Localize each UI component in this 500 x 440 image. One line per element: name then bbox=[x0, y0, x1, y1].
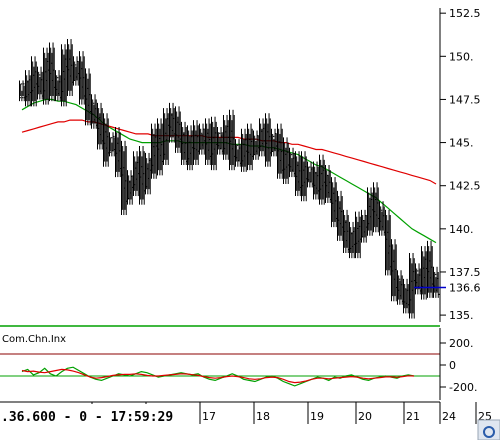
price-bar bbox=[380, 206, 383, 231]
price-bars bbox=[19, 39, 440, 319]
price-tick-label: 137.5 bbox=[449, 266, 481, 279]
x-tick-label: 17 bbox=[202, 410, 216, 423]
price-bar bbox=[274, 128, 277, 152]
price-bar bbox=[200, 128, 203, 150]
price-bar bbox=[290, 152, 293, 172]
x-tick-label: 21 bbox=[406, 410, 420, 423]
price-tick-label: 147.5 bbox=[449, 93, 481, 106]
indicator-panel: Com.Chn.Inx 200. 0 -200. bbox=[0, 328, 477, 400]
price-bar bbox=[272, 133, 275, 152]
indicator-tick-label: -200. bbox=[449, 381, 477, 394]
corner-button-icon[interactable] bbox=[477, 419, 500, 440]
status-readout-bg bbox=[0, 404, 198, 426]
price-panel: 135. 137.5 140. 142.5 145. 147.5 150. 152.5 136… bbox=[19, 7, 481, 322]
status-readout: .36.600 - 0 - 17:59:29 bbox=[1, 410, 173, 425]
price-tick-label: 152.5 bbox=[449, 7, 481, 20]
indicator-tick-label: 0 bbox=[449, 359, 456, 372]
last-value-label: 136.6 bbox=[449, 281, 481, 294]
indicator-y-ticks: 200. 0 -200. bbox=[440, 337, 477, 394]
price-bar bbox=[434, 271, 437, 293]
price-bar bbox=[218, 132, 221, 150]
price-bar bbox=[56, 75, 59, 96]
price-bar bbox=[112, 132, 115, 152]
price-tick-label: 140. bbox=[449, 223, 474, 236]
x-tick-label: 20 bbox=[358, 410, 372, 423]
price-bar bbox=[20, 83, 23, 96]
price-bar bbox=[254, 135, 257, 155]
price-bar bbox=[92, 99, 95, 124]
price-tick-label: 145. bbox=[449, 137, 474, 150]
indicator-line-2 bbox=[21, 368, 415, 384]
price-bar bbox=[110, 137, 113, 152]
indicator-lines bbox=[21, 366, 415, 387]
price-bar bbox=[109, 132, 112, 157]
price-bar bbox=[38, 71, 41, 95]
indicator-title: Com.Chn.Inx bbox=[2, 334, 66, 345]
price-bar bbox=[416, 268, 419, 290]
price-tick-label: 150. bbox=[449, 50, 474, 63]
x-tick-label: 24 bbox=[442, 410, 456, 423]
price-bar bbox=[398, 275, 401, 300]
price-bar bbox=[22, 80, 25, 96]
x-tick-label: 18 bbox=[256, 410, 270, 423]
indicator-tick-label: 200. bbox=[449, 337, 474, 350]
price-tick-label: 135. bbox=[449, 309, 474, 322]
price-y-ticks: 135. 137.5 140. 142.5 145. 147.5 150. 152.5 bbox=[440, 7, 481, 322]
price-bar bbox=[404, 284, 407, 309]
price-bar bbox=[19, 80, 22, 102]
price-bar bbox=[308, 166, 311, 183]
price-bar bbox=[271, 128, 274, 157]
price-bar bbox=[236, 144, 239, 162]
x-tick-label: 19 bbox=[310, 410, 324, 423]
price-tick-label: 142.5 bbox=[449, 180, 481, 193]
indicator-reference-lines bbox=[0, 353, 440, 377]
price-bar bbox=[21, 90, 24, 102]
price-bar bbox=[74, 61, 77, 81]
